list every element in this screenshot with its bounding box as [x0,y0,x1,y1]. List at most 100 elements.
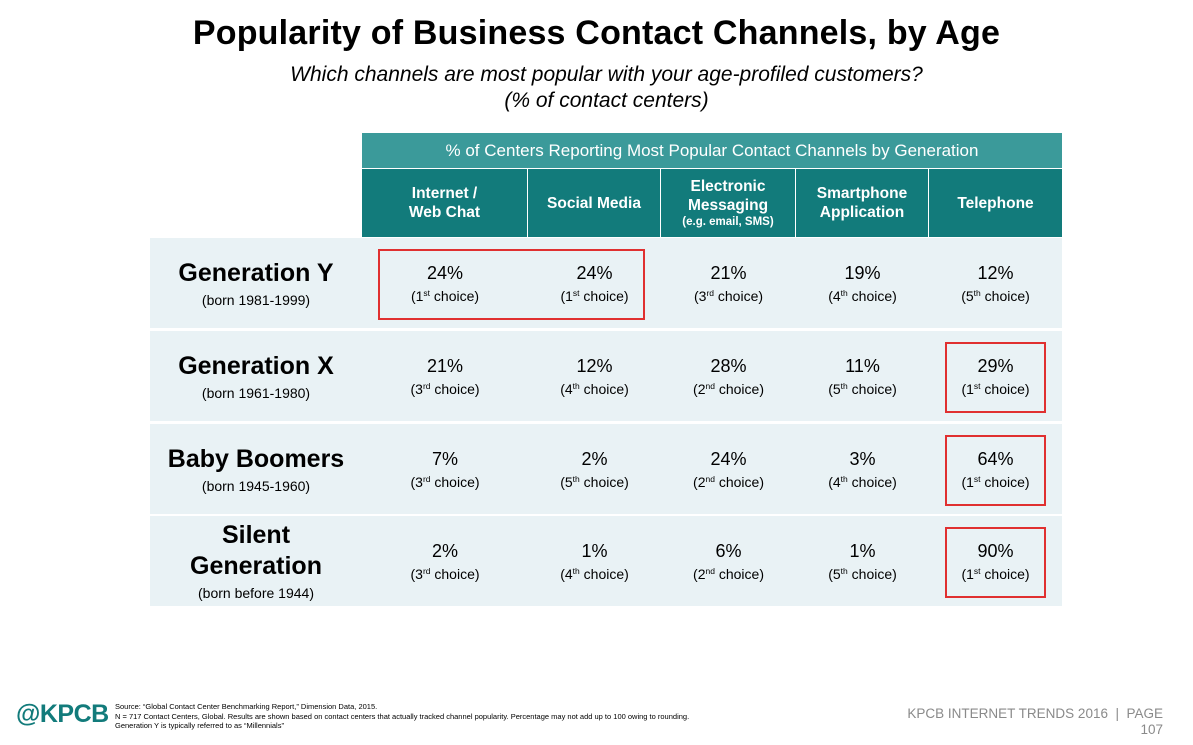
rank-suffix: th [572,473,580,484]
rank-suffix: th [840,565,848,576]
rank-number: 4 [564,380,573,397]
table-cell: 24% (1st choice) [362,238,528,328]
choice-rank: (5th choice) [560,473,629,490]
report-title: KPCB INTERNET TRENDS 2016 | PAGE [907,706,1163,721]
choice-rank: (5th choice) [828,565,897,582]
column-header-line: Telephone [957,194,1034,212]
column-header-electronic-messaging: Electronic Messaging (e.g. email, SMS) [661,169,796,237]
rank-number: 3 [415,565,423,582]
choice-word: choice [579,287,624,304]
choice-rank: (2nd choice) [693,565,764,582]
choice-rank: (1st choice) [961,565,1030,582]
choice-word: choice [980,287,1026,304]
rank-suffix: th [840,287,848,298]
page-number: 107 [1140,722,1163,737]
choice-rank: (2nd choice) [693,473,764,490]
percent-value: 11% [845,355,880,376]
row-label: Baby Boomers (born 1945-1960) [150,424,362,514]
generation-birth-years: (born 1945-1960) [201,477,311,494]
percent-value: 24% [426,262,464,283]
column-header-line: Web Chat [408,204,481,221]
choice-rank: (4th choice) [560,380,629,397]
choice-rank: (1st choice) [961,473,1030,490]
page-subtitle: Which channels are most popular with you… [0,62,1193,114]
source-note: Source: “Global Contact Center Benchmark… [115,702,815,731]
percent-value: 24% [710,448,747,469]
choice-word: choice [579,565,625,582]
table-cell: 12% (4th choice) [528,331,661,421]
column-header-internet-web-chat: Internet / Web Chat [362,169,528,237]
column-header-line: Electronic [690,178,766,195]
rank-number: 5 [965,287,974,304]
generation-name: Baby Boomers [167,444,345,473]
table-banner: % of Centers Reporting Most Popular Cont… [362,133,1062,169]
choice-rank: (3rd choice) [693,287,764,304]
table-cell: 19% (4th choice) [796,238,929,328]
table-cell: 2% (3rd choice) [362,516,528,606]
choice-word: choice [430,380,475,397]
rank-number: 1 [415,287,424,304]
rank-suffix: rd [422,380,431,391]
percent-value: 12% [977,262,1014,283]
choice-word: choice [714,287,759,304]
report-page-label: KPCB INTERNET TRENDS 2016 | PAGE 107 [907,706,1163,738]
subtitle-question: Which channels are most popular with you… [290,63,923,86]
column-header-line: Social Media [547,194,641,212]
choice-rank: (3rd choice) [410,380,480,397]
row-label: Silent Generation (born before 1944) [150,516,362,606]
percent-value: 21% [426,355,464,376]
choice-word: choice [430,473,475,490]
choice-rank: (5th choice) [828,380,897,397]
choice-rank: (2nd choice) [693,380,764,397]
column-header-line: Internet / [411,185,478,202]
generation-name: Silent [221,521,291,549]
rank-suffix: th [840,380,848,391]
choice-word: choice [847,473,893,490]
rank-suffix: rd [422,473,431,484]
choice-word: choice [579,380,625,397]
percent-value: 1% [849,540,876,561]
column-headers: Internet / Web Chat Social Media Electro… [362,169,1062,237]
row-label: Generation X (born 1961-1980) [150,331,362,421]
column-header-social-media: Social Media [528,169,661,237]
percent-value: 6% [715,540,742,561]
rank-suffix: st [423,287,431,298]
generation-birth-years: (born 1961-1980) [201,384,311,401]
table-header: % of Centers Reporting Most Popular Cont… [362,133,1062,237]
table-cell: 1% (5th choice) [796,516,929,606]
source-line: Generation Y is typically referred to as… [115,721,284,730]
percent-value: 1% [581,540,608,561]
choice-word: choice [980,565,1025,582]
percent-value: 12% [576,355,613,376]
kpcb-logo: @KPCB [16,700,109,728]
rank-number: 4 [832,473,841,490]
rank-suffix: st [973,565,981,576]
table-row: Generation Y (born 1981-1999) 24% (1st choi… [150,238,1062,328]
table-cell: 64% (1st choice) [929,424,1062,514]
choice-rank: (1st choice) [560,287,629,304]
generation-name: Generation [190,552,322,580]
choice-rank: (5th choice) [961,287,1030,304]
percent-value: 90% [977,540,1014,561]
choice-word: choice [714,565,760,582]
rank-number: 5 [564,473,573,490]
rank-number: 2 [697,380,706,397]
rank-suffix: th [973,287,981,298]
percent-value: 24% [576,262,613,283]
percent-value: 2% [581,448,608,469]
rank-suffix: th [572,380,580,391]
percent-value: 21% [710,262,747,283]
choice-word: choice [579,473,625,490]
table-row: Silent Generation (born before 1944) 2% (3rd… [150,516,1062,606]
percent-value: 28% [710,355,747,376]
choice-word: choice [847,565,893,582]
table-cell: 28% (2nd choice) [661,331,796,421]
table-cell: 90% (1st choice) [929,516,1062,606]
percent-value: 7% [431,448,458,469]
rank-suffix: th [572,565,580,576]
choice-rank: (4th choice) [828,473,897,490]
percent-value: 19% [844,262,881,283]
rank-number: 1 [966,565,974,582]
rank-number: 3 [415,473,423,490]
generation-name: Generation X [178,351,334,380]
